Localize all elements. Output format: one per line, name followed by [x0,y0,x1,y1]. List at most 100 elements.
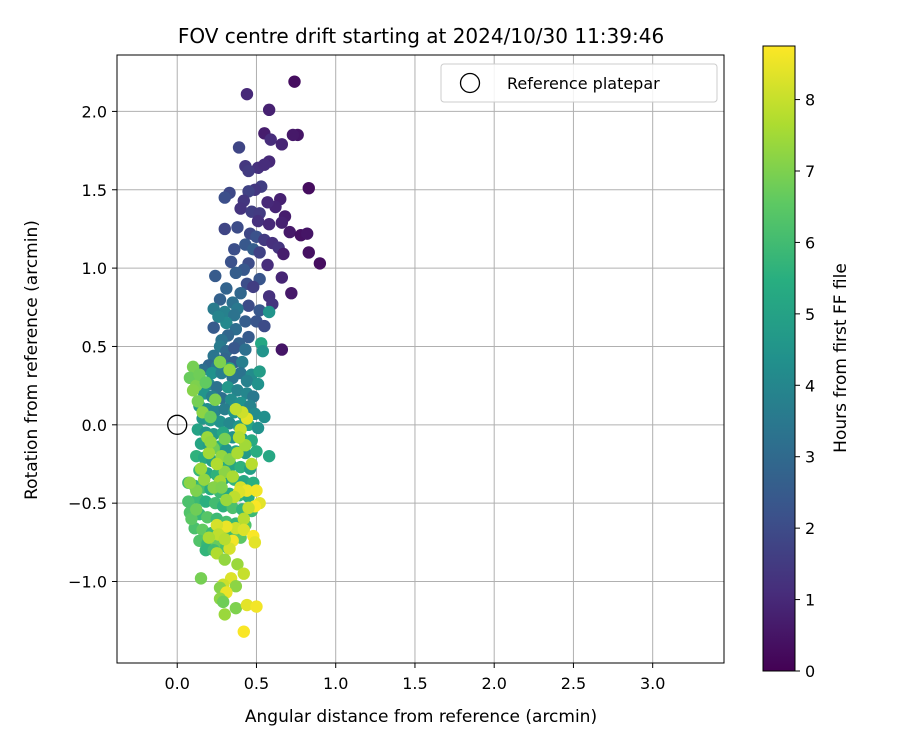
data-point [242,501,255,515]
x-tick-label: 3.0 [640,674,665,693]
y-axis-label: Rotation from reference (arcmin) [22,220,42,500]
data-point [248,536,262,549]
data-point [288,75,301,88]
data-point [240,87,254,101]
data-point [262,218,276,231]
data-point [302,181,315,195]
colorbar-tick-label: 2 [805,519,815,538]
data-point [250,484,263,497]
data-point [258,410,271,424]
data-point [237,567,250,580]
colorbar [762,45,796,672]
legend-frame [440,63,718,103]
x-axis-label: Angular distance from reference (arcmin) [245,707,597,727]
y-tick-label: 1.5 [82,181,107,200]
plot-frame [116,54,725,664]
data-point [234,286,247,300]
data-point [240,374,254,388]
data-point [237,625,250,638]
x-tick-label: 2.0 [481,674,506,693]
data-point [202,531,216,544]
data-point [218,191,231,204]
data-point [213,355,227,369]
x-axis: 0.0 0.5 1.0 1.5 2.0 2.5 3.0 [164,663,665,693]
data-point [264,133,277,146]
data-point [191,395,205,408]
data-point [247,280,260,294]
y-tick-label: 0.5 [82,337,107,356]
data-point [183,476,197,489]
data-point [218,402,231,416]
data-point [186,384,200,397]
colorbar-label: Hours from first FF file [831,263,851,453]
data-point [236,355,249,369]
data-point [258,158,271,171]
y-tick-label: 2.0 [82,102,107,121]
y-tick-label: 1.0 [82,259,107,278]
data-point [213,415,227,428]
data-point [228,308,241,322]
data-point [261,258,274,272]
data-point [207,321,220,334]
data-point [262,103,276,117]
data-point [237,523,250,537]
x-tick-label: 0.5 [244,674,269,693]
data-point [224,255,238,269]
data-point [258,319,271,333]
data-point [204,410,217,424]
data-point [247,390,260,403]
data-point [231,446,244,460]
data-point [275,343,289,356]
y-tick-label: −1.0 [68,573,107,592]
x-tick-label: 0.0 [164,674,189,693]
data-point [240,598,254,612]
data-point [204,435,217,449]
x-tick-label: 2.5 [561,674,586,693]
legend-label-reference: Reference platepar [507,74,660,93]
reference-platepar-marker [167,414,188,435]
data-point [262,305,276,319]
data-point [313,257,327,270]
data-point [232,141,246,154]
legend-reference-marker [459,72,481,94]
data-point [253,246,266,259]
colorbar-tick-label: 7 [805,162,815,181]
x-tick-label: 1.5 [402,674,427,693]
data-point [215,481,228,494]
data-point [242,330,255,344]
colorbar-tick-label: 5 [805,305,815,324]
data-point [275,216,289,229]
data-point [256,344,270,358]
data-point [223,363,236,377]
data-point [210,457,224,471]
y-axis: −1.0 −0.5 0.0 0.5 1.0 1.5 2.0 [68,102,117,592]
data-point [251,377,265,391]
data-point [229,580,243,593]
data-point [202,446,216,460]
data-point [275,138,289,151]
data-point [218,222,231,236]
data-point [220,520,233,533]
data-point [242,185,255,198]
data-point [286,128,300,142]
data-point [229,266,243,280]
data-point [231,384,244,397]
data-point [262,449,276,463]
data-point [231,221,244,234]
colorbar-tick-label: 1 [805,591,815,610]
colorbar-tick-label: 6 [805,233,815,252]
data-point [212,310,225,323]
data-point [283,225,296,239]
data-point [250,445,263,458]
colorbar-tick-label: 8 [805,91,815,110]
data-point [253,304,266,317]
data-point [245,457,258,471]
data-point [201,511,214,524]
data-point [197,473,211,486]
colorbar-tick-label: 3 [805,448,815,467]
data-point [242,164,255,178]
data-point [228,243,241,256]
data-point [216,595,230,609]
data-point [199,376,212,389]
